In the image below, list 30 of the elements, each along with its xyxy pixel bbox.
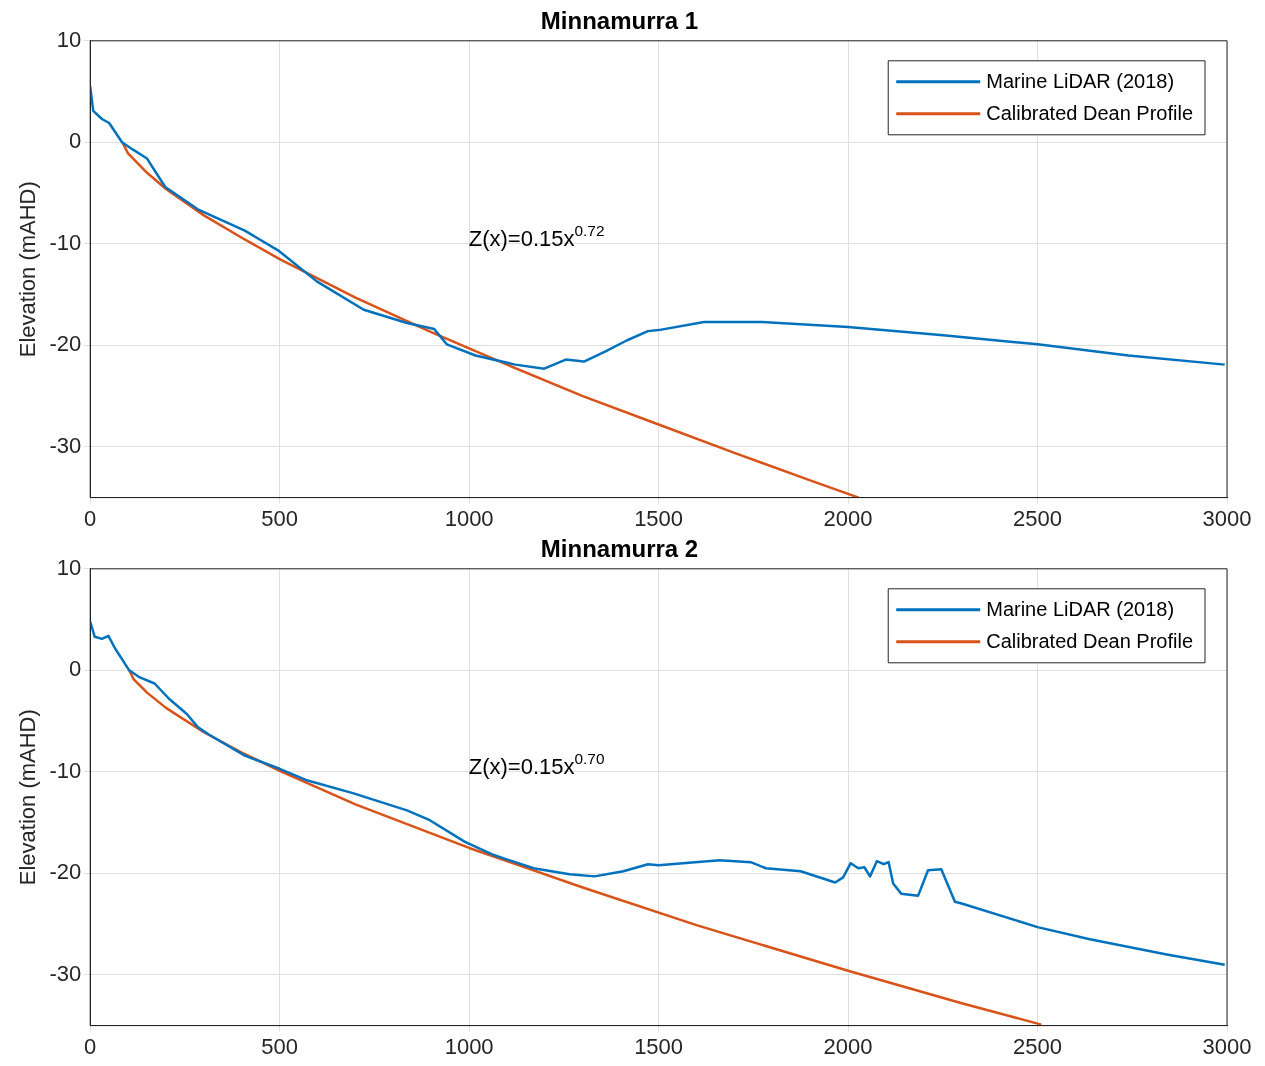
x-tick-label: 3000 xyxy=(1202,1033,1252,1059)
x-tick-label: 2500 xyxy=(1013,505,1063,531)
y-tick-label: 0 xyxy=(68,128,82,154)
legend-label: Marine LiDAR (2018) xyxy=(986,598,1175,621)
x-tick-label: 1500 xyxy=(634,1033,684,1059)
y-tick-label: -30 xyxy=(49,960,82,986)
chart-title: Minnamurra 2 xyxy=(540,535,699,563)
y-tick-label: -30 xyxy=(49,432,82,458)
y-axis-title: Elevation (mAHD) xyxy=(15,709,41,886)
y-tick-label: 0 xyxy=(68,656,82,682)
x-tick-label: 500 xyxy=(261,505,299,531)
legend-label: Marine LiDAR (2018) xyxy=(986,70,1175,93)
x-tick-label: 500 xyxy=(261,1033,299,1059)
x-tick-label: 2000 xyxy=(823,505,873,531)
legend-label: Calibrated Dean Profile xyxy=(986,102,1193,125)
y-tick-label: 10 xyxy=(56,554,82,580)
y-tick-label: -20 xyxy=(49,859,82,885)
x-tick-label: 2500 xyxy=(1013,1033,1063,1059)
y-tick-label: -10 xyxy=(49,229,82,255)
y-tick-label: -20 xyxy=(49,331,82,357)
y-tick-label: 10 xyxy=(56,26,82,52)
x-tick-label: 1500 xyxy=(634,505,684,531)
y-tick-label: -10 xyxy=(49,757,82,783)
chart-title: Minnamurra 1 xyxy=(540,7,699,35)
x-tick-label: 3000 xyxy=(1202,505,1252,531)
x-tick-label: 2000 xyxy=(823,1033,873,1059)
legend-label: Calibrated Dean Profile xyxy=(986,630,1193,653)
y-axis-title: Elevation (mAHD) xyxy=(15,181,41,358)
x-tick-label: 1000 xyxy=(444,1033,494,1059)
x-tick-label: 1000 xyxy=(444,505,494,531)
